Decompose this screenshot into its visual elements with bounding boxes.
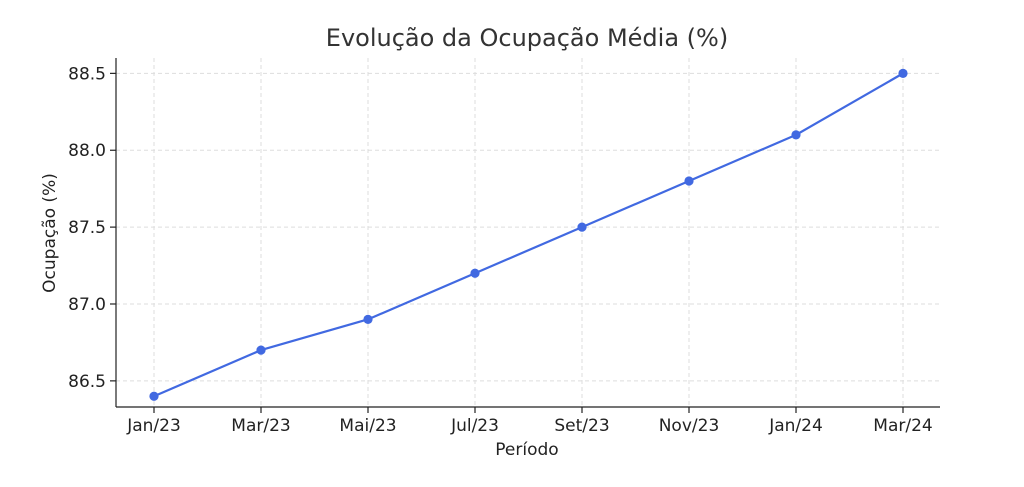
y-tick-label: 88.5 (68, 64, 106, 84)
x-tick-label: Jul/23 (450, 416, 499, 436)
x-tick-label: Set/23 (554, 416, 609, 436)
x-tick-label: Jan/23 (126, 416, 181, 436)
y-tick-label: 88.0 (68, 141, 106, 161)
data-point (577, 222, 587, 232)
series (149, 68, 908, 401)
data-point (256, 345, 266, 355)
x-ticks: Jan/23 Mar/23 Mai/23 Jul/23 Set/23 Nov/23 Jan/… (126, 407, 933, 436)
data-point (898, 68, 908, 78)
data-point (791, 130, 801, 140)
x-tick-label: Nov/23 (659, 416, 720, 436)
y-ticks: 86.5 87.0 87.5 88.0 88.5 (68, 64, 116, 392)
axes (115, 58, 940, 408)
x-tick-label: Jan/24 (768, 416, 823, 436)
data-point (470, 268, 480, 278)
data-point (684, 176, 694, 186)
y-tick-label: 86.5 (68, 372, 106, 392)
chart-title: Evolução da Ocupação Média (%) (326, 24, 728, 52)
x-tick-label: Mai/23 (339, 416, 396, 436)
data-point (363, 314, 373, 324)
y-tick-label: 87.5 (68, 218, 106, 238)
data-point (149, 391, 159, 401)
x-tick-label: Mar/24 (873, 416, 932, 436)
x-axis-label: Período (495, 440, 558, 460)
y-axis-label: Ocupação (%) (40, 173, 60, 293)
series-line (153, 72, 904, 398)
grid (116, 58, 940, 407)
x-tick-label: Mar/23 (231, 416, 290, 436)
y-tick-label: 87.0 (68, 295, 106, 315)
